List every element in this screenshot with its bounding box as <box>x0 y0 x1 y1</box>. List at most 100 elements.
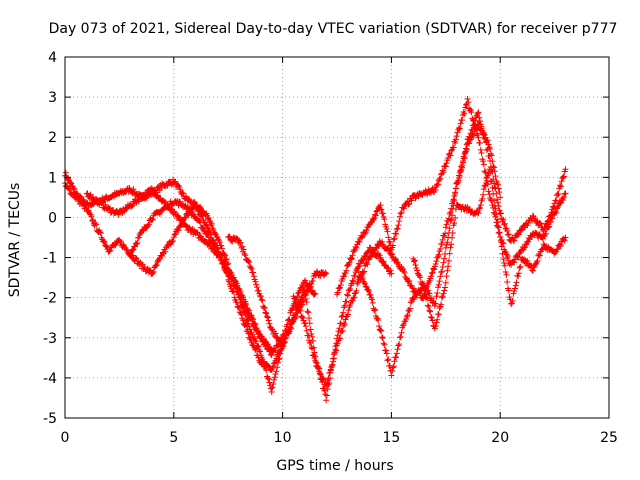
data-point <box>349 277 356 284</box>
data-point <box>494 199 501 206</box>
data-point <box>449 212 456 219</box>
data-point <box>433 319 440 326</box>
data-point <box>259 336 266 343</box>
data-point <box>384 357 391 364</box>
data-point <box>260 358 267 365</box>
data-point <box>511 259 518 266</box>
data-point <box>386 238 393 245</box>
data-point <box>497 210 504 217</box>
data-point <box>397 333 404 340</box>
data-point <box>347 256 354 263</box>
data-point <box>250 316 257 323</box>
data-point <box>501 262 508 269</box>
data-point <box>245 320 252 327</box>
data-point <box>543 221 550 228</box>
data-point <box>501 220 508 227</box>
data-point <box>291 295 298 302</box>
data-point <box>396 334 403 341</box>
data-point <box>540 228 547 235</box>
data-point <box>329 361 336 368</box>
data-point <box>448 241 455 248</box>
data-point <box>299 313 306 320</box>
data-point <box>342 316 349 323</box>
data-point <box>530 264 537 271</box>
data-point <box>237 239 244 246</box>
data-point <box>389 364 396 371</box>
data-point <box>222 261 229 268</box>
data-point <box>245 257 252 264</box>
data-point <box>263 340 270 347</box>
data-point <box>345 307 352 314</box>
y-tick-label: -2 <box>43 291 57 307</box>
data-point <box>214 244 221 251</box>
data-point <box>280 331 287 338</box>
data-point <box>501 260 508 267</box>
data-point <box>504 231 511 238</box>
data-point <box>205 214 212 221</box>
data-point <box>62 169 69 176</box>
data-point <box>495 224 502 231</box>
data-point <box>474 209 481 216</box>
data-point <box>322 269 329 276</box>
data-point <box>316 365 323 372</box>
data-point <box>89 217 96 224</box>
data-point <box>259 297 266 304</box>
data-point <box>486 166 493 173</box>
data-point <box>448 147 455 154</box>
data-point <box>334 340 341 347</box>
data-point <box>494 216 501 223</box>
data-point <box>89 216 96 223</box>
data-point <box>497 233 504 240</box>
data-point <box>289 304 296 311</box>
data-point <box>445 257 452 264</box>
data-point <box>349 297 356 304</box>
data-point <box>444 267 451 274</box>
data-point <box>246 326 253 333</box>
data-point <box>356 263 363 270</box>
data-point <box>92 220 99 227</box>
data-point <box>456 174 463 181</box>
data-point <box>438 301 445 308</box>
data-point <box>93 221 100 228</box>
data-point <box>431 266 438 273</box>
data-point <box>490 197 497 204</box>
data-point <box>346 287 353 294</box>
data-point <box>312 290 319 297</box>
data-point <box>211 230 218 237</box>
data-point <box>250 269 257 276</box>
data-point <box>390 236 397 243</box>
data-point <box>296 299 303 306</box>
data-point <box>480 161 487 168</box>
x-tick-label: 5 <box>169 430 178 446</box>
data-point <box>435 181 442 188</box>
data-point <box>309 278 316 285</box>
data-point <box>452 206 459 213</box>
data-point <box>289 317 296 324</box>
data-point <box>277 350 284 357</box>
data-point <box>405 201 412 208</box>
data-point <box>475 210 482 217</box>
data-point <box>359 275 366 282</box>
data-point <box>560 194 567 201</box>
data-point <box>536 252 543 259</box>
data-point <box>494 219 501 226</box>
data-point <box>505 287 512 294</box>
data-point <box>544 218 551 225</box>
data-point <box>494 196 501 203</box>
data-point <box>302 320 309 327</box>
data-point <box>298 294 305 301</box>
data-point <box>305 309 312 316</box>
data-point <box>378 327 385 334</box>
data-point <box>255 287 262 294</box>
data-point <box>233 298 240 305</box>
series-track-9 <box>410 166 569 332</box>
y-tick-label: 4 <box>48 50 57 66</box>
data-point <box>303 298 310 305</box>
data-point <box>171 231 178 238</box>
data-point <box>441 287 448 294</box>
data-point <box>206 217 213 224</box>
data-point <box>547 212 554 219</box>
data-point <box>262 309 269 316</box>
data-point <box>389 250 396 257</box>
